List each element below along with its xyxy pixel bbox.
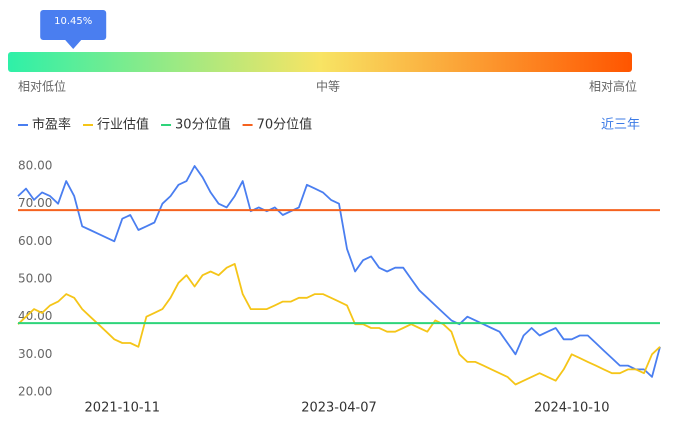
gauge-mid: 中等: [316, 79, 340, 94]
y-tick-label: 50.00: [18, 272, 52, 286]
legend-label: 30分位值: [175, 117, 231, 133]
y-tick-label: 20.00: [18, 385, 52, 399]
legend-label: 行业估值: [97, 117, 149, 133]
gauge-value-label: 10.45%: [54, 16, 92, 27]
x-tick-label: 2023-04-07: [301, 401, 377, 416]
gauge-high: 相对高位: [589, 79, 637, 94]
y-tick-label: 60.00: [18, 234, 52, 248]
legend-label: 市盈率: [32, 117, 71, 133]
y-tick-label: 30.00: [18, 347, 52, 361]
gauge-marker: [40, 10, 107, 49]
series-line: [17, 165, 661, 378]
x-tick-label: 2024-10-10: [534, 401, 610, 416]
series-line: [17, 263, 661, 386]
gauge-bar: [8, 52, 632, 72]
gauge-low: 相对低位: [18, 79, 66, 94]
period-selector[interactable]: 近三年: [601, 118, 640, 133]
y-tick-label: 70.00: [18, 196, 52, 210]
y-tick-label: 40.00: [18, 309, 52, 323]
y-tick-label: 80.00: [18, 159, 52, 173]
legend-label: 70分位值: [257, 117, 313, 133]
x-tick-label: 2021-10-11: [85, 401, 161, 416]
